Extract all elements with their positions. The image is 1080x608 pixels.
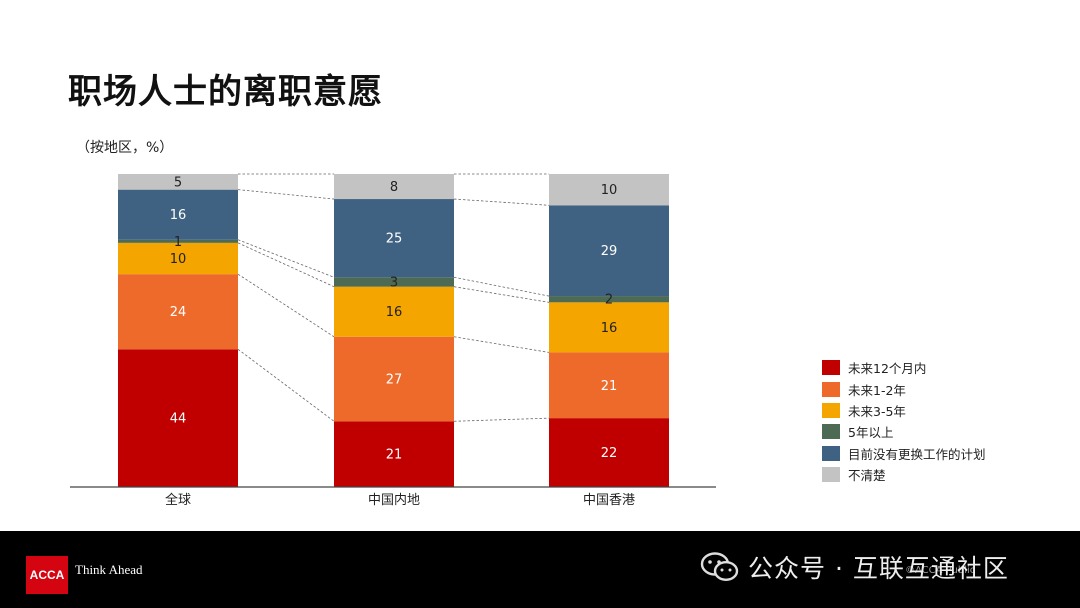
- legend-item: 不清楚: [822, 464, 986, 485]
- bar-segment: [334, 199, 454, 278]
- legend-item: 未来12个月内: [822, 357, 986, 378]
- data-label: 2: [605, 293, 613, 308]
- legend-swatch: [822, 402, 840, 418]
- data-label: 29: [601, 244, 618, 259]
- connector-line: [453, 276, 550, 297]
- bar-segment: [549, 174, 669, 206]
- data-label: 16: [601, 321, 618, 336]
- bar-segments: [118, 174, 669, 487]
- legend-label: 未来1-2年: [848, 382, 906, 398]
- legend-label: 不清楚: [848, 468, 886, 484]
- legend-item: 未来1-2年: [822, 378, 986, 399]
- legend-swatch: [822, 467, 840, 483]
- watermark: 公众号 · 互联互通社区: [700, 547, 1009, 587]
- connector-lines: [237, 173, 550, 422]
- data-label: 24: [170, 305, 187, 320]
- bar-segment: [334, 421, 454, 487]
- stacked-bar-chart: 44 24 10 1 16 5 21 27 16 3 25 8 22 21 16 2 29 10 全球 中国内地 中国…: [70, 173, 716, 508]
- legend-item: 未来3-5年: [822, 400, 986, 421]
- bar-segment: [334, 174, 454, 200]
- tagline: Think Ahead: [75, 562, 143, 577]
- legend-label: 目前没有更换工作的计划: [848, 446, 986, 462]
- data-label: 44: [170, 412, 187, 427]
- bar-segment: [334, 336, 454, 422]
- legend-label: 5年以上: [848, 425, 894, 441]
- x-tick-label: 中国香港: [583, 493, 635, 508]
- bar-segment: [334, 286, 454, 337]
- connector-line: [237, 348, 335, 422]
- data-label: 8: [390, 180, 398, 195]
- connector-line: [453, 417, 550, 422]
- data-label: 22: [601, 446, 618, 461]
- chart-subtitle: （按地区，%）: [76, 140, 174, 156]
- data-label: 16: [170, 208, 187, 223]
- legend-item: 5年以上: [822, 421, 986, 442]
- data-label: 27: [386, 373, 403, 388]
- bar-segment: [118, 242, 238, 275]
- data-label: 21: [601, 379, 618, 394]
- data-label: 21: [386, 448, 403, 463]
- bar-segment: [118, 239, 238, 243]
- wechat-icon: [700, 552, 739, 582]
- legend-swatch: [822, 445, 840, 461]
- footer-bar: ACCA Think Ahead ©ACCA Public 公众号 · 互联互通…: [0, 531, 1080, 608]
- data-label: 25: [386, 232, 403, 247]
- bar-segment: [118, 349, 238, 487]
- acca-logo: ACCA: [26, 556, 68, 594]
- bar-segment: [549, 296, 669, 303]
- data-label: 5: [174, 175, 182, 190]
- connector-line: [237, 239, 335, 278]
- connector-line: [453, 336, 550, 353]
- legend: 未来12个月内 未来1-2年 未来3-5年 5年以上目前没有更换工作的计划 不清楚: [822, 357, 986, 485]
- copyright-text: ©ACCA Public: [905, 565, 976, 576]
- bar-segment: [118, 189, 238, 240]
- bar-segment: [549, 418, 669, 487]
- bar-segment: [549, 302, 669, 353]
- x-tick-label: 全球: [165, 492, 191, 508]
- legend-item: 目前没有更换工作的计划: [822, 443, 986, 464]
- bar-segment: [334, 277, 454, 287]
- watermark-text: 公众号 · 互联互通社区: [748, 554, 1009, 583]
- legend-label: 未来12个月内: [848, 361, 927, 377]
- data-label: 1: [174, 235, 182, 250]
- legend-swatch: [822, 360, 840, 376]
- data-label: 3: [390, 275, 398, 290]
- data-label: 10: [601, 183, 618, 198]
- connector-line: [237, 273, 335, 338]
- bar-segment: [118, 274, 238, 350]
- bar-segment: [549, 352, 669, 419]
- legend-swatch: [822, 424, 840, 440]
- legend-label: 未来3-5年: [848, 403, 906, 419]
- legend-swatch: [822, 381, 840, 397]
- connector-line: [453, 286, 550, 303]
- x-tick-label: 中国内地: [368, 492, 420, 508]
- data-labels: 44 24 10 1 16 5 21 27 16 3 25 8 22 21 16 2 29 10: [170, 175, 618, 462]
- chart-title: 职场人士的离职意愿: [68, 72, 383, 112]
- data-label: 10: [170, 252, 187, 267]
- connector-line: [453, 198, 550, 206]
- bar-segment: [549, 205, 669, 297]
- connector-line: [237, 189, 335, 200]
- x-tick-labels: 全球 中国内地 中国香港: [165, 492, 635, 508]
- connector-line: [237, 242, 335, 288]
- data-label: 16: [386, 305, 403, 320]
- bar-segment: [118, 174, 238, 190]
